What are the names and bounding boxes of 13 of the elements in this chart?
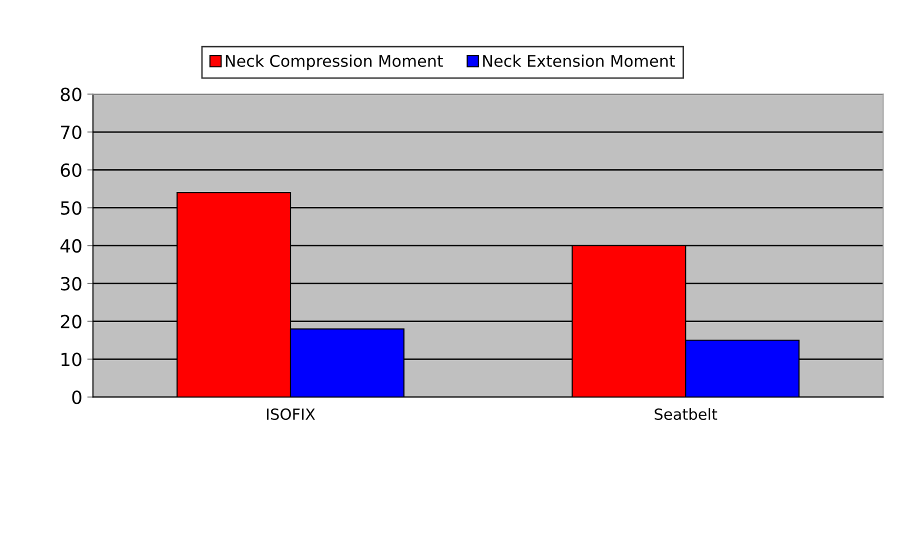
y-tick-label: 0 — [72, 390, 82, 404]
y-tick-label: 40 — [60, 239, 82, 253]
x-tick-label: ISOFIX — [267, 408, 316, 420]
y-tick-label: 60 — [60, 163, 82, 177]
legend-label: Neck Compression Moment — [226, 54, 443, 70]
legend-label: Neck Extension Moment — [483, 54, 675, 67]
y-tick-label: 70 — [61, 125, 82, 140]
y-tick-label: 30 — [60, 276, 82, 291]
y-tick-label: 50 — [60, 201, 82, 215]
y-tick-label: 10 — [62, 352, 82, 366]
y-tick-label: 20 — [60, 314, 82, 328]
y-tick-label: 80 — [60, 88, 82, 102]
x-tick-label: Seatbelt — [654, 408, 718, 420]
